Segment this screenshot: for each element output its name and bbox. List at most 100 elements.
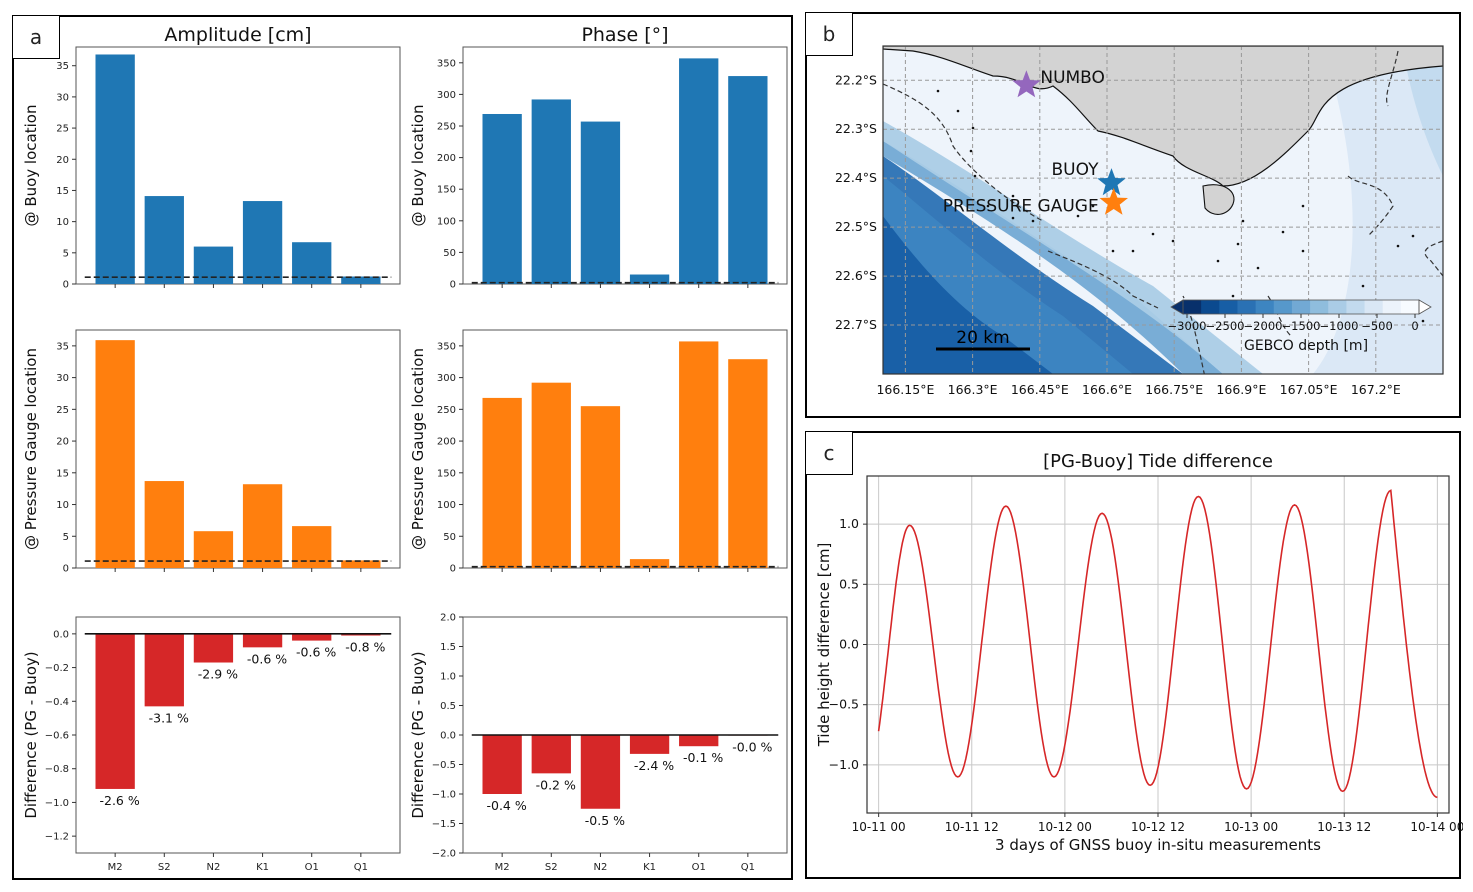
colorbar-segment (1237, 300, 1257, 314)
chart-amp-buoy: Amplitude [cm] 0 5 10 15 20 25 30 35 @ Buoy locat… (22, 24, 401, 291)
longitude-tick-label: 166.9°E (1216, 382, 1266, 397)
reef-dot (971, 126, 975, 130)
bar-label-O1: -0.1 % (683, 750, 723, 765)
bar-M2 (482, 397, 522, 568)
xtick-label: 10-12 12 (1131, 820, 1185, 834)
bar-N2 (193, 633, 234, 663)
bar-K1 (629, 274, 670, 284)
y-axis-label: Difference (PG - Buoy) (22, 651, 40, 818)
bar-label-M2: -0.4 % (486, 798, 526, 813)
latitude-tick-label: 22.5°S (835, 219, 877, 234)
ytick-label: 20 (56, 437, 69, 448)
colorbar-tick-label: −2000 (1244, 319, 1283, 333)
depth-contour (1047, 250, 1159, 309)
ytick-label: 35 (56, 341, 69, 352)
star-marker-pressure-gauge (1099, 187, 1128, 215)
y-axis-label: @ Pressure Gauge location (409, 348, 427, 550)
reef-dot (936, 89, 940, 93)
ytick-label: 1.0 (839, 516, 859, 531)
ytick-label: 250 (437, 122, 456, 133)
colorbar-segment (1364, 300, 1384, 314)
reef-dot (1151, 232, 1155, 236)
bar-label-S2: -3.1 % (149, 710, 189, 725)
bar-label-Q1: -0.0 % (732, 740, 772, 755)
bar-O1 (679, 58, 719, 284)
ytick-label: −0.6 (45, 731, 69, 742)
ytick-label: −0.4 (45, 697, 69, 708)
ytick-label: −1.0 (432, 790, 456, 801)
ytick-label: 30 (56, 92, 69, 103)
xtick-label-N2: N2 (207, 862, 221, 873)
bar-K1 (629, 559, 670, 568)
depth-contour (1347, 175, 1394, 237)
ytick-label: −0.5 (829, 697, 859, 712)
ytick-label: 0 (450, 280, 456, 291)
ytick-label: 1.0 (440, 672, 456, 683)
xtick-label: 10-11 00 (852, 820, 906, 834)
bar-O1 (292, 633, 332, 641)
reef-dot (1011, 216, 1015, 220)
reef-dot (969, 149, 973, 153)
xtick-label: 10-12 00 (1038, 820, 1092, 834)
reef-dot (1216, 259, 1220, 263)
ytick-label: −1.0 (45, 798, 69, 809)
reef-dot (1281, 230, 1285, 234)
bar-M2 (482, 735, 522, 794)
chart-amp-diff: -2.6 % -3.1 % -2.9 % -0.6 % -0.6 % -0.8 % 0.0 −… (22, 616, 401, 873)
bar-label-Q1: -0.8 % (345, 640, 385, 655)
ytick-label: −0.2 (45, 663, 69, 674)
xtick-label: 10-14 00 (1410, 820, 1463, 834)
map-frame (882, 45, 1444, 375)
ytick-label: 20 (56, 155, 69, 166)
ytick-label: 50 (443, 248, 456, 259)
depth-band (883, 141, 1223, 374)
panel-label-b: b (805, 12, 853, 56)
bar-O1 (679, 735, 719, 747)
bar-N2 (580, 121, 621, 285)
colorbar-segment (1328, 300, 1347, 314)
panel-label-c: c (805, 431, 853, 475)
bar-N2 (193, 531, 234, 568)
ytick-label: 15 (56, 186, 69, 197)
colorbar-segment (1382, 300, 1402, 314)
latitude-tick-label: 22.3°S (835, 121, 877, 136)
y-axis-label: Tide height difference [cm] (815, 543, 833, 748)
ytick-label: 1.5 (440, 642, 456, 653)
bar-N2 (580, 406, 621, 568)
bar-M2 (95, 340, 135, 568)
map-area: NUMBO BUOY PRESSURE GAUGE 20 km −3000 −2500 −2… (883, 46, 1443, 374)
reef-dot (1301, 249, 1305, 253)
colorbar-tick-label: −1000 (1320, 319, 1359, 333)
scale-bar-label: 20 km (956, 328, 1009, 348)
chart-phase-diff: -0.4 % -0.2 % -0.5 % -2.4 % -0.1 % -0.0 % 2.0 1… (409, 613, 788, 873)
colorbar-tick-label: −1500 (1282, 319, 1321, 333)
bar-Q1 (341, 276, 381, 284)
reef-dot (1031, 219, 1035, 223)
colorbar-segment (1291, 300, 1311, 314)
colorbar-segment (1346, 300, 1366, 314)
ytick-label: 10 (56, 217, 69, 228)
ytick-label: 100 (437, 500, 456, 511)
longitude-tick-label: 166.75°E (1145, 382, 1203, 397)
bar-label-M2: -2.6 % (99, 793, 139, 808)
reef-dot (1011, 194, 1015, 198)
bar-label-O1: -0.6 % (296, 645, 336, 660)
latitude-tick-label: 22.7°S (835, 317, 877, 332)
ytick-label: 150 (437, 468, 456, 479)
marker-label-buoy: BUOY (1052, 160, 1100, 180)
xtick-label-Q1: Q1 (354, 862, 368, 873)
chart-phase-buoy: Phase [°] 0 50 100 150 200 250 300 350 @ Buoy loc… (409, 24, 788, 291)
bar-Q1 (341, 633, 381, 636)
colorbar-segment (1273, 300, 1293, 314)
latitude-tick-label: 22.6°S (835, 268, 877, 283)
ytick-label: 350 (437, 341, 456, 352)
bar-M2 (482, 113, 522, 284)
colorbar-segment (1201, 300, 1220, 314)
bar-S2 (531, 382, 571, 568)
ytick-label: 2.0 (440, 613, 456, 624)
xtick-label-K1: K1 (256, 862, 269, 873)
longitude-tick-label: 166.45°E (1011, 382, 1069, 397)
bar-S2 (144, 481, 184, 568)
colorbar-segment (1310, 300, 1329, 314)
panel-a-charts: Amplitude [cm] 0 5 10 15 20 25 30 35 @ Buoy locat… (22, 24, 788, 873)
